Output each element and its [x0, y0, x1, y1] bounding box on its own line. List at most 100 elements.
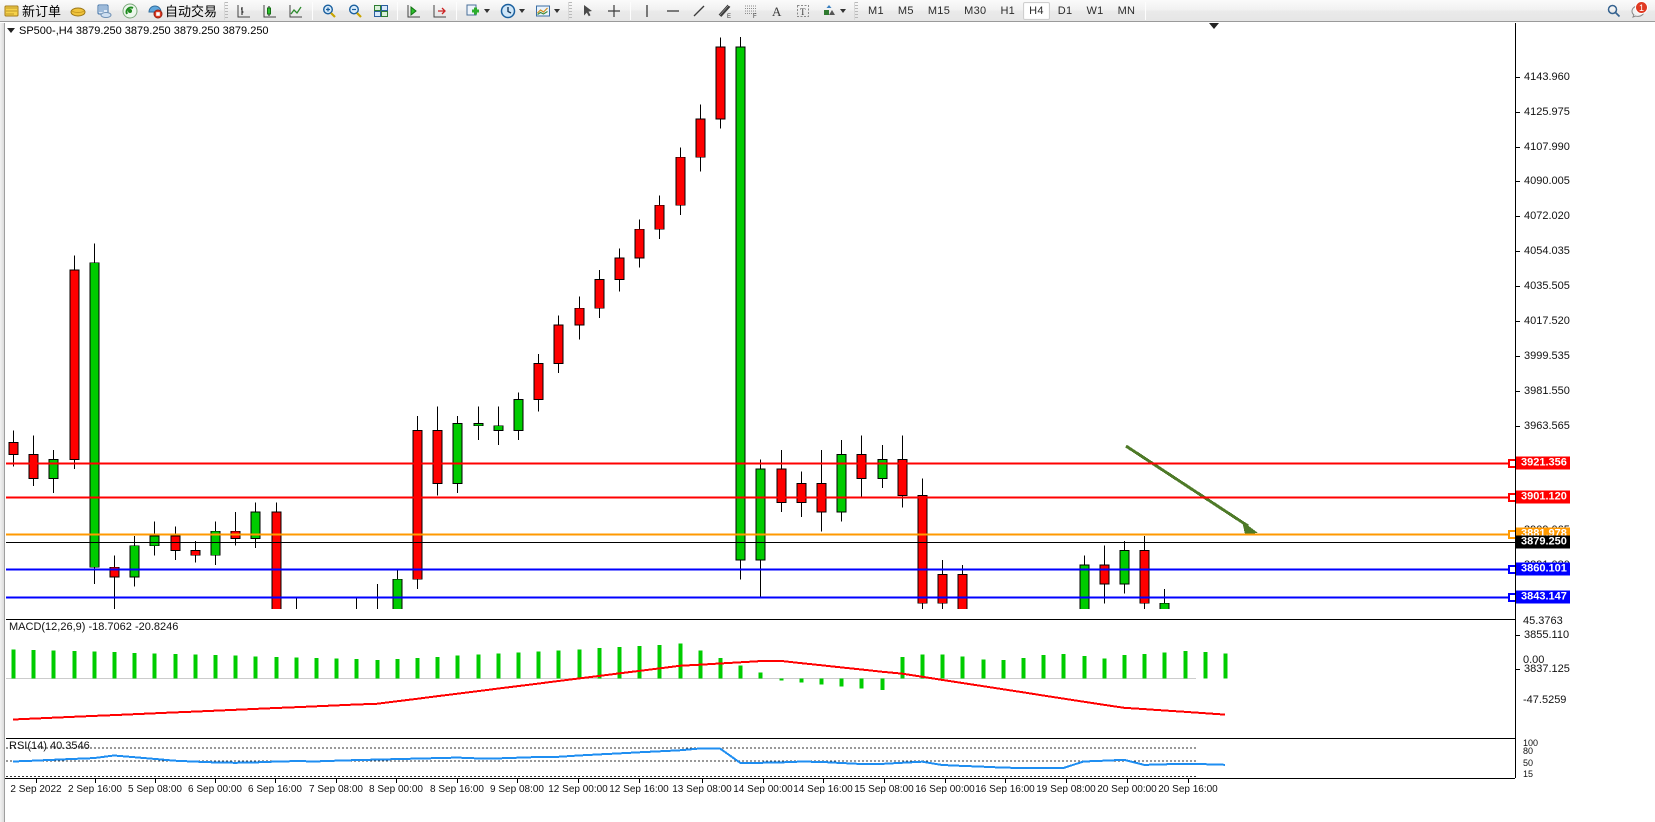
downtrend-arrow[interactable]	[1125, 444, 1258, 534]
terminal-button[interactable]	[91, 1, 117, 21]
line-chart-icon	[286, 2, 306, 20]
main-toolbar: 新订单 自动交易	[0, 0, 1655, 22]
svg-text:F: F	[753, 14, 757, 19]
timeframe-h1[interactable]: H1	[1000, 4, 1016, 17]
timeframe-h4[interactable]: H4	[1023, 1, 1050, 20]
price-axis-label: 4072.020	[1524, 210, 1570, 222]
bars-icon	[68, 2, 88, 20]
shift-end-button[interactable]	[401, 1, 427, 21]
tile-windows-button[interactable]	[368, 1, 394, 21]
zoom-out-button[interactable]	[342, 1, 368, 21]
new-order-button[interactable]: 新订单	[0, 1, 65, 21]
zoom-in-button[interactable]	[316, 1, 342, 21]
collapse-triangle-icon[interactable]	[7, 28, 15, 33]
price-axis-label: 4017.520	[1524, 315, 1570, 327]
candlestick-chart-button[interactable]	[257, 1, 283, 21]
time-tick	[457, 779, 458, 783]
auto-trading-button[interactable]: 自动交易	[143, 1, 221, 21]
chevron-down-icon[interactable]	[840, 8, 847, 13]
price-axis-label: 3855.110	[1524, 629, 1570, 641]
price-axis-label: 3999.535	[1524, 350, 1570, 362]
time-axis-label: 14 Sep 00:00	[733, 784, 793, 795]
price-axis-label: 4143.960	[1524, 71, 1570, 83]
zoom-out-icon	[345, 2, 365, 20]
time-axis-label: 9 Sep 08:00	[490, 784, 544, 795]
chevron-down-icon[interactable]	[519, 8, 526, 13]
toolbar-separator	[630, 1, 632, 20]
crosshair-icon	[604, 2, 624, 20]
time-axis-label: 16 Sep 16:00	[975, 784, 1035, 795]
line-chart-button[interactable]	[283, 1, 309, 21]
autotrading-icon	[145, 2, 165, 20]
add-indicator-button[interactable]	[460, 1, 495, 21]
trendline-icon	[689, 2, 709, 20]
signal-button[interactable]	[117, 1, 143, 21]
timeframe-d1[interactable]: D1	[1057, 4, 1073, 17]
price-line-3921-flag[interactable]: 3921.356	[1516, 456, 1570, 470]
zoom-in-icon	[319, 2, 339, 20]
price-tick	[1516, 391, 1520, 392]
price-line-3843-flag[interactable]: 3843.147	[1516, 590, 1570, 604]
chevron-down-icon[interactable]	[484, 8, 491, 13]
macd-pane[interactable]: MACD(12,26,9) -18.7062 -20.8246	[6, 619, 1515, 737]
time-axis-label: 2 Sep 16:00	[68, 784, 122, 795]
vertical-line-button[interactable]	[634, 1, 660, 21]
toolbar-separator	[456, 1, 458, 20]
crosshair-button[interactable]	[601, 1, 627, 21]
price-tick	[1516, 216, 1520, 217]
time-scale[interactable]: 2 Sep 2022 2 Sep 16:00 5 Sep 08:00 6 Sep 00…	[5, 778, 1515, 822]
price-tick	[1516, 112, 1520, 113]
time-tick	[517, 779, 518, 783]
fibonacci-button[interactable]: F	[738, 1, 764, 21]
price-tick	[1516, 147, 1520, 148]
price-tick	[1516, 669, 1520, 670]
horizontal-line-button[interactable]	[660, 1, 686, 21]
price-tick	[1516, 635, 1520, 636]
objects-button[interactable]	[816, 1, 851, 21]
price-axis-label: 3837.125	[1524, 663, 1570, 675]
timeframe-m5[interactable]: M5	[897, 4, 914, 17]
text-label-button[interactable]: T	[790, 1, 816, 21]
svg-text:A: A	[772, 4, 782, 19]
chart-window[interactable]: SP500-,H4 3879.250 3879.250 3879.250 387…	[0, 23, 1655, 822]
notifications-button[interactable]: 1	[1627, 0, 1649, 21]
time-axis-label: 16 Sep 00:00	[915, 784, 975, 795]
cursor-button[interactable]	[575, 1, 601, 21]
search-icon	[1604, 2, 1624, 20]
bars-button[interactable]	[65, 1, 91, 21]
timeframe-w1[interactable]: W1	[1086, 4, 1104, 17]
price-scale[interactable]: 4143.960 4125.975 4107.990 4090.005 4072.020…	[1515, 23, 1655, 778]
price-line-3860-flag[interactable]: 3860.101	[1516, 562, 1570, 576]
time-axis-label: 6 Sep 16:00	[248, 784, 302, 795]
text-button[interactable]: A	[764, 1, 790, 21]
svg-text:T: T	[800, 7, 806, 17]
autoscroll-button[interactable]	[427, 1, 453, 21]
templates-button[interactable]	[530, 1, 565, 21]
tile-windows-icon	[371, 2, 391, 20]
time-axis-label: 12 Sep 16:00	[609, 784, 669, 795]
price-line-3901-flag[interactable]: 3901.120	[1516, 490, 1570, 504]
svg-text:E: E	[727, 14, 731, 19]
rsi-axis-label: 50	[1523, 758, 1534, 768]
equidistant-channel-button[interactable]: E	[712, 1, 738, 21]
period-button[interactable]	[495, 1, 530, 21]
timeframe-mn[interactable]: MN	[1117, 4, 1136, 17]
candlestick-icon	[260, 2, 280, 20]
price-pane[interactable]	[6, 37, 1515, 609]
time-axis-label: 14 Sep 16:00	[793, 784, 853, 795]
time-axis-label: 20 Sep 16:00	[1158, 784, 1218, 795]
timeframe-m30[interactable]: M30	[964, 4, 987, 17]
chevron-down-icon[interactable]	[554, 8, 561, 13]
shift-end-icon	[404, 2, 424, 20]
timeframe-m15[interactable]: M15	[927, 4, 951, 17]
trendline-button[interactable]	[686, 1, 712, 21]
rsi-chart	[6, 747, 1226, 777]
cursor-icon	[578, 2, 598, 20]
bar-chart-button[interactable]	[231, 1, 257, 21]
rsi-pane[interactable]: RSI(14) 40.3546	[6, 738, 1515, 778]
price-tick	[1516, 181, 1520, 182]
timeframe-m1[interactable]: M1	[868, 4, 884, 17]
time-axis-label: 8 Sep 00:00	[369, 784, 423, 795]
price-line-last-flag[interactable]: 3879.250	[1516, 535, 1570, 549]
search-button[interactable]	[1601, 1, 1627, 21]
